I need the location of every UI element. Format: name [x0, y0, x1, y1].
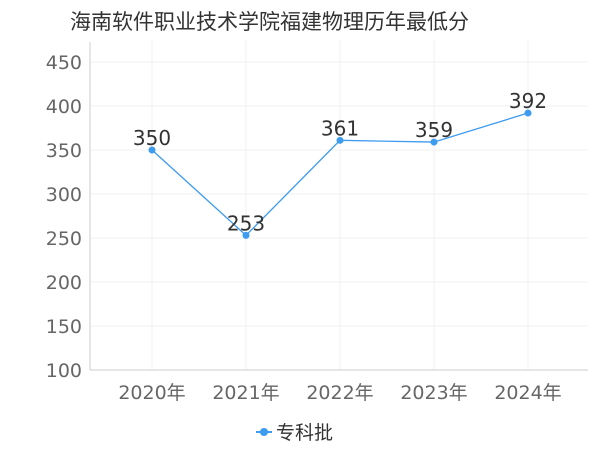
data-point[interactable]	[336, 136, 344, 144]
data-label: 392	[509, 89, 547, 113]
data-label: 359	[415, 118, 453, 142]
y-tick-label: 150	[46, 316, 82, 338]
data-point[interactable]	[524, 109, 532, 117]
y-tick-label: 250	[46, 228, 82, 250]
data-point[interactable]	[430, 138, 438, 146]
y-tick-label: 100	[46, 360, 82, 382]
legend[interactable]: 专科批	[256, 418, 333, 445]
x-tick-label: 2023年	[400, 382, 467, 404]
data-label: 361	[321, 116, 359, 140]
data-point[interactable]	[148, 146, 156, 154]
y-tick-label: 350	[46, 140, 82, 162]
x-tick-label: 2021年	[212, 382, 279, 404]
legend-label: 专科批	[276, 422, 334, 444]
y-tick-label: 300	[46, 184, 82, 206]
x-tick-label: 2022年	[306, 382, 373, 404]
y-tick-label: 400	[46, 96, 82, 118]
data-label: 350	[133, 126, 171, 150]
y-tick-label: 200	[46, 272, 82, 294]
legend-marker-icon	[256, 427, 272, 437]
chart-title: 海南软件职业技术学院福建物理历年最低分	[70, 10, 469, 34]
data-label: 253	[227, 211, 265, 235]
x-tick-label: 2020年	[118, 382, 185, 404]
x-tick-label: 2024年	[494, 382, 561, 404]
data-point[interactable]	[242, 231, 250, 239]
y-tick-label: 450	[46, 52, 82, 74]
